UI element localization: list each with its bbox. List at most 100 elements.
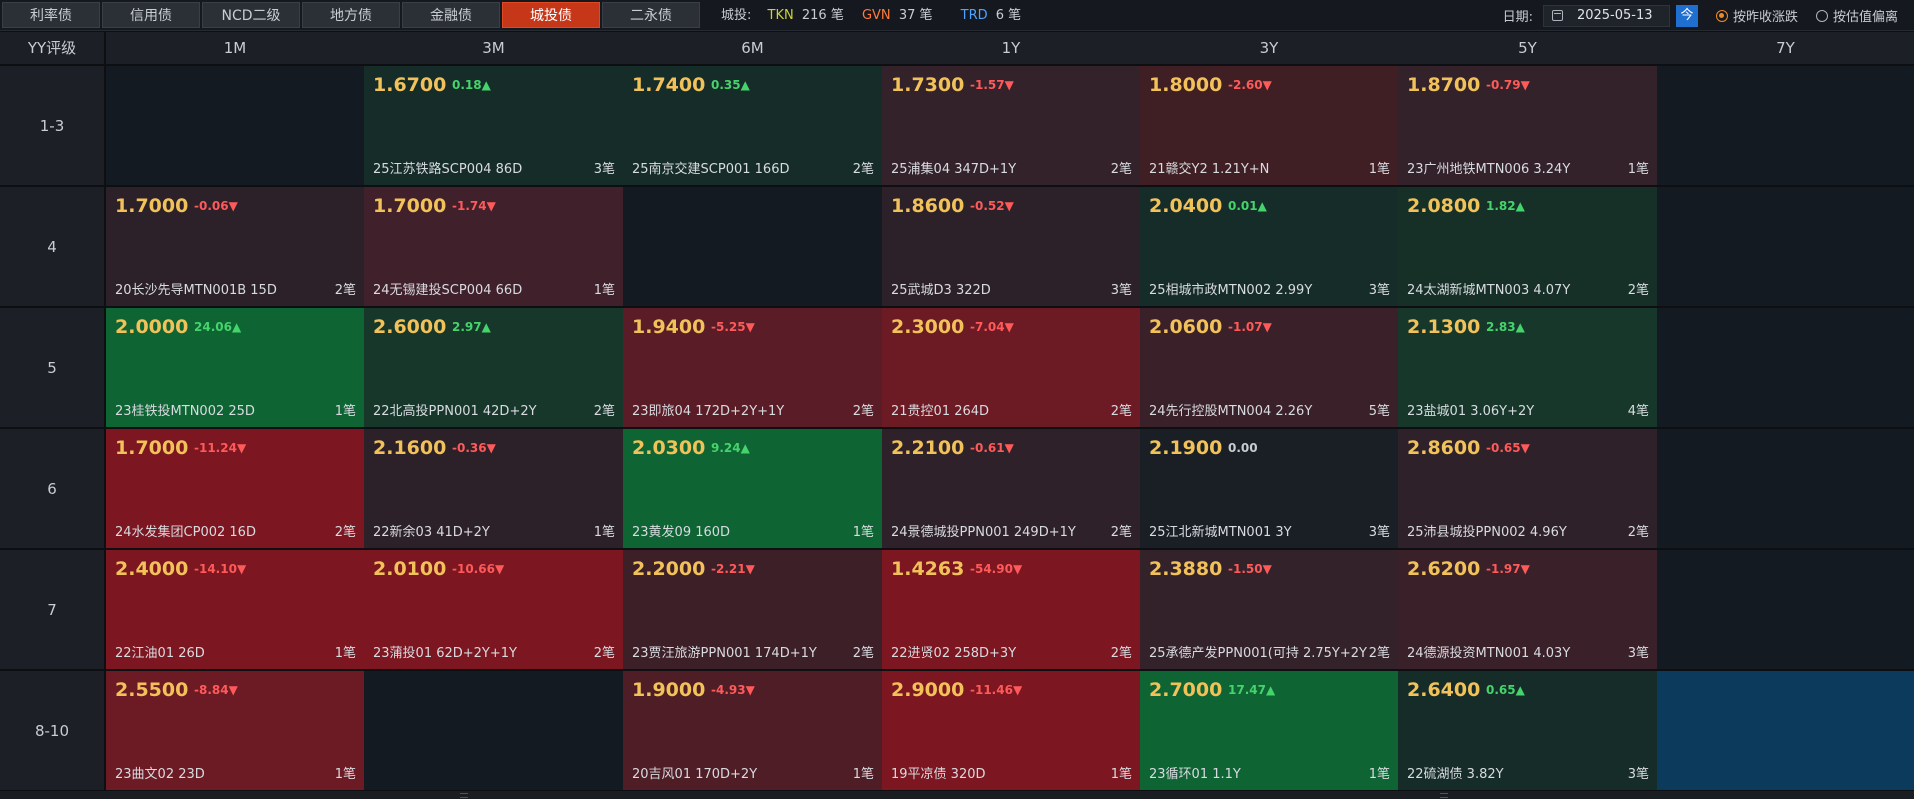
category-tabs: 利率债 信用债 NCD二级 地方债 金融债 城投债 二永债 [2,2,700,28]
grid-cell[interactable]: 1.7400 0.35▲ 25南京交建SCP001 166D 2笔 [623,66,884,187]
cell-trade-count: 2笔 [1110,404,1132,419]
column-header-5Y[interactable]: 5Y [1398,32,1659,64]
grid-cell[interactable]: 2.0400 0.01▲ 25相城市政MTN002 2.99Y 3笔 [1140,187,1400,308]
cell-bond-name: 24太湖新城MTN003 4.07Y [1407,283,1571,298]
gvn-value: 37 笔 [898,8,933,23]
cell-trade-count: 2笔 [852,162,874,177]
radio-unselected-icon[interactable] [1815,9,1828,22]
grid-cell[interactable]: 2.1300 2.83▲ 23盐城01 3.06Y+2Y 4笔 [1398,308,1659,429]
grid-cell[interactable]: 1.9000 -4.93▼ 20吉风01 170D+2Y 1笔 [623,671,884,792]
grid-cell[interactable]: 1.8700 -0.79▼ 23广州地铁MTN006 3.24Y 1笔 [1398,66,1659,187]
grid-cell[interactable]: 2.0300 9.24▲ 23黄发09 160D 1笔 [623,429,884,550]
column-header-1Y[interactable]: 1Y [882,32,1142,64]
grid-cell-empty[interactable] [1657,429,1914,550]
grid-cell[interactable]: 1.8600 -0.52▼ 25武城D3 322D 3笔 [882,187,1142,308]
cell-price: 1.8600 [891,195,965,217]
column-header-3Y[interactable]: 3Y [1140,32,1400,64]
cell-trade-count: 2笔 [334,283,356,298]
grid-cell[interactable]: 2.2000 -2.21▼ 23贾汪旅游PPN001 174D+1Y 2笔 [623,550,884,671]
grid-cell[interactable]: 2.2100 -0.61▼ 24景德城投PPN001 249D+1Y 2笔 [882,429,1142,550]
grid-cell-empty[interactable] [1657,671,1914,792]
grid-cell[interactable]: 1.9400 -5.25▼ 23即旅04 172D+2Y+1Y 2笔 [623,308,884,429]
grid-cell-empty[interactable] [364,671,625,792]
grid-cell-empty[interactable] [1657,308,1914,429]
radio-by-valuation-label[interactable]: 按估值偏离 [1832,10,1898,25]
grid-cell[interactable]: 2.3880 -1.50▼ 25承德产发PPN001(可持 2.75Y+2Y 2笔 [1140,550,1400,671]
grid-cell[interactable]: 2.7000 17.47▲ 23循环01 1.1Y 1笔 [1140,671,1400,792]
radio-selected-icon[interactable] [1715,9,1728,22]
grid-cell[interactable]: 1.7000 -11.24▼ 24水发集团CP002 16D 2笔 [106,429,366,550]
date-value[interactable]: 2025-05-13 [1576,8,1653,23]
cell-change: -5.25▼ [711,320,755,334]
resize-grip-icon[interactable] [460,793,468,798]
cell-trade-count: 1笔 [1627,162,1649,177]
column-header-7Y[interactable]: 7Y [1657,32,1914,64]
cell-change: 9.24▲ [711,441,750,455]
tab-4[interactable]: 金融债 [402,2,500,28]
date-picker[interactable]: 2025-05-13 [1542,4,1670,27]
stats-prefix: 城投: [721,8,752,23]
tab-1[interactable]: 信用债 [102,2,200,28]
grid-cell[interactable]: 1.7000 -0.06▼ 20长沙先导MTN001B 15D 2笔 [106,187,366,308]
grid-cell[interactable]: 2.1900 0.00 25江北新城MTN001 3Y 3笔 [1140,429,1400,550]
column-header-3M[interactable]: 3M [364,32,625,64]
grid-cell[interactable]: 2.6400 0.65▲ 22硫湖债 3.82Y 3笔 [1398,671,1659,792]
grid-cell-empty[interactable] [1657,187,1914,308]
radio-by-valuation[interactable]: 按估值偏离 [1815,6,1898,25]
cell-price: 2.7000 [1149,679,1223,701]
column-header-6M[interactable]: 6M [623,32,884,64]
row-label-8-10: 8-10 [0,671,104,792]
grid-cell[interactable]: 1.7000 -1.74▼ 24无锡建投SCP004 66D 1笔 [364,187,625,308]
grid-cell[interactable]: 2.5500 -8.84▼ 23曲文02 23D 1笔 [106,671,366,792]
grid-cell-empty[interactable] [623,187,884,308]
grid-cell[interactable]: 2.1600 -0.36▼ 22新余03 41D+2Y 1笔 [364,429,625,550]
grid-cell-empty[interactable] [106,66,366,187]
tab-6[interactable]: 二永债 [602,2,700,28]
resize-grip-icon[interactable] [1440,793,1448,798]
cell-change: -0.06▼ [194,199,238,213]
grid-cell[interactable]: 2.0800 1.82▲ 24太湖新城MTN003 4.07Y 2笔 [1398,187,1659,308]
grid-cell[interactable]: 2.8600 -0.65▼ 25沛县城投PPN002 4.96Y 2笔 [1398,429,1659,550]
top-toolbar: 利率债 信用债 NCD二级 地方债 金融债 城投债 二永债 城投: TKN 216 笔 GV… [0,0,1914,31]
calendar-icon[interactable] [1551,10,1563,21]
cell-price: 1.7000 [373,195,447,217]
today-button[interactable]: 今 [1675,4,1698,27]
grid-cell[interactable]: 2.3000 -7.04▼ 21贵控01 264D 2笔 [882,308,1142,429]
grid-cell[interactable]: 2.6000 2.97▲ 22北高投PPN001 42D+2Y 2笔 [364,308,625,429]
cell-change: -1.57▼ [970,78,1014,92]
grid-cell[interactable]: 1.6700 0.18▲ 25江苏铁路SCP004 86D 3笔 [364,66,625,187]
tab-5[interactable]: 城投债 [502,2,600,28]
cell-price: 2.6000 [373,316,447,338]
tab-0[interactable]: 利率债 [2,2,100,28]
column-header-1M[interactable]: 1M [106,32,366,64]
grid-cell[interactable]: 2.0000 24.06▲ 23桂铁投MTN002 25D 1笔 [106,308,366,429]
radio-by-close-change[interactable]: 按昨收涨跌 [1715,6,1798,25]
cell-trade-count: 1笔 [334,646,356,661]
tab-2[interactable]: NCD二级 [202,2,300,28]
grid-cell-empty[interactable] [1657,66,1914,187]
grid-cell[interactable]: 2.4000 -14.10▼ 22江油01 26D 1笔 [106,550,366,671]
cell-trade-count: 2笔 [334,525,356,540]
cell-trade-count: 2笔 [593,404,615,419]
cell-trade-count: 1笔 [1110,767,1132,782]
bottom-resize-bar[interactable] [0,791,1914,799]
cell-price: 1.7000 [115,437,189,459]
cell-change: 24.06▲ [194,320,242,334]
grid-cell-empty[interactable] [1657,550,1914,671]
grid-cell[interactable]: 2.0600 -1.07▼ 24先行控股MTN004 2.26Y 5笔 [1140,308,1400,429]
cell-trade-count: 3笔 [1110,283,1132,298]
cell-change: -14.10▼ [194,562,247,576]
cell-bond-name: 23广州地铁MTN006 3.24Y [1407,162,1571,177]
grid-cell[interactable]: 1.8000 -2.60▼ 21赣交Y2 1.21Y+N 1笔 [1140,66,1400,187]
grid-cell[interactable]: 2.6200 -1.97▼ 24德源投资MTN001 4.03Y 3笔 [1398,550,1659,671]
grid-cell[interactable]: 1.7300 -1.57▼ 25浦集04 347D+1Y 2笔 [882,66,1142,187]
cell-bond-name: 24水发集团CP002 16D [115,525,256,540]
cell-trade-count: 2笔 [1627,283,1649,298]
cell-price: 2.1600 [373,437,447,459]
radio-by-close-label[interactable]: 按昨收涨跌 [1732,10,1798,25]
grid-cell[interactable]: 2.0100 -10.66▼ 23蒲投01 62D+2Y+1Y 2笔 [364,550,625,671]
grid-cell[interactable]: 2.9000 -11.46▼ 19平凉债 320D 1笔 [882,671,1142,792]
grid-cell[interactable]: 1.4263 -54.90▼ 22进贤02 258D+3Y 2笔 [882,550,1142,671]
tab-3[interactable]: 地方债 [302,2,400,28]
cell-trade-count: 3笔 [1627,646,1649,661]
